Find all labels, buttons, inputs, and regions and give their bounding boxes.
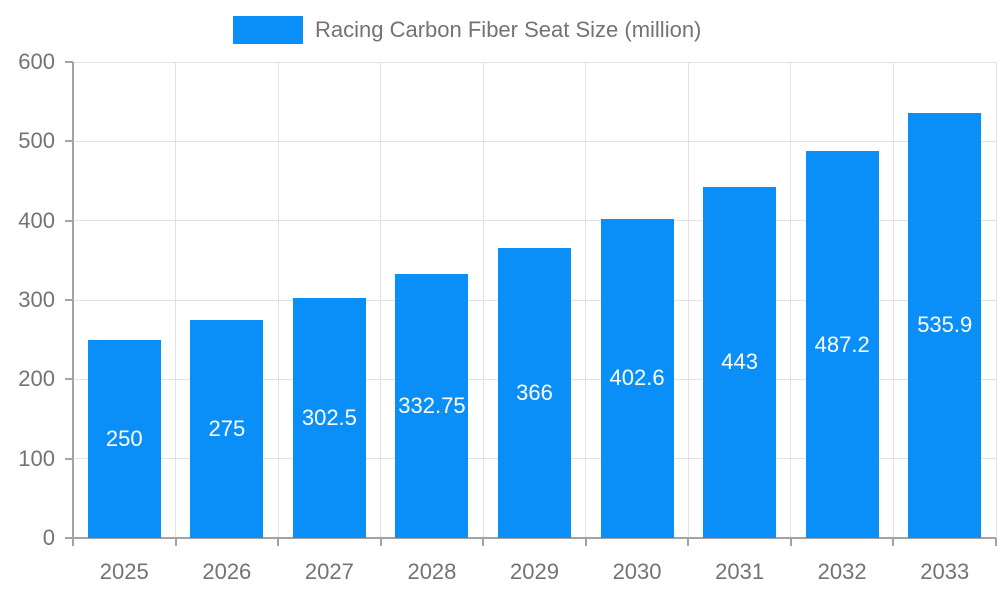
x-axis-tick [379,538,382,546]
x-axis-tick [584,538,587,546]
gridline-vertical [892,62,894,538]
y-axis-label: 300 [18,287,55,312]
bar-value-label: 250 [105,425,143,451]
x-axis-tick [277,538,280,546]
x-axis-label: 2032 [817,559,867,584]
gridline-vertical [380,62,382,538]
bar: 302.5 [292,298,366,538]
gridline-vertical [482,62,484,538]
bar-value-label: 302.5 [301,405,357,430]
bar: 366 [498,247,571,538]
bar: 332.75 [395,274,469,538]
bar: 275 [190,319,264,538]
gridline-vertical [687,62,689,538]
legend-label: Racing Carbon Fiber Seat Size (million) [315,17,702,42]
y-axis-tick [65,378,73,381]
x-axis-tick [687,538,690,546]
x-axis-tick [789,538,792,546]
gridline-vertical [790,62,792,538]
y-axis-label: 600 [18,49,55,74]
bar: 250 [87,339,161,538]
y-axis-tick [65,299,73,301]
x-axis-line [73,537,996,539]
gridline-vertical [995,62,997,538]
y-axis-label: 200 [18,366,55,392]
x-axis-label: 2033 [920,559,970,584]
y-axis-tick [65,457,73,460]
x-axis-label: 2025 [99,559,149,584]
bar-value-label: 443 [721,349,758,375]
y-axis-tick [65,61,73,63]
x-axis-label: 2028 [407,559,457,584]
bar-value-label: 332.75 [398,393,466,418]
bar: 535.9 [908,112,982,538]
y-axis-label: 100 [18,445,55,471]
y-axis-label: 0 [42,525,55,550]
y-axis-label: 400 [18,207,55,233]
x-axis-label: 2031 [715,559,765,584]
bar: 402.6 [600,218,674,538]
legend[interactable]: Racing Carbon Fiber Seat Size (million) [233,16,701,44]
x-axis-label: 2026 [202,559,252,584]
gridline-vertical [277,62,279,538]
bar-value-label: 275 [208,415,246,441]
bar: 487.2 [805,151,879,538]
legend-swatch-icon [233,16,303,44]
x-axis-tick [892,538,895,546]
bar: 443 [703,186,777,538]
x-axis-tick [482,538,485,546]
y-axis-tick [65,537,73,539]
x-axis-label: 2029 [510,559,559,584]
bar-value-label: 535.9 [917,312,973,338]
gridline-horizontal [73,140,996,142]
y-axis-line [72,62,74,546]
bar-value-label: 487.2 [814,331,870,357]
gridline-vertical [175,62,177,538]
gridline-horizontal [73,61,996,63]
bar-value-label: 402.6 [609,365,665,391]
y-axis-label: 500 [18,128,55,154]
y-axis-tick [65,140,73,143]
x-axis-label: 2030 [612,559,662,584]
gridline-horizontal [73,220,996,222]
y-axis-tick [65,219,73,222]
x-axis-tick [995,538,997,546]
x-axis-tick [174,538,177,546]
x-axis-label: 2027 [304,559,354,584]
bar-value-label: 366 [516,379,553,405]
gridline-vertical [585,62,587,538]
